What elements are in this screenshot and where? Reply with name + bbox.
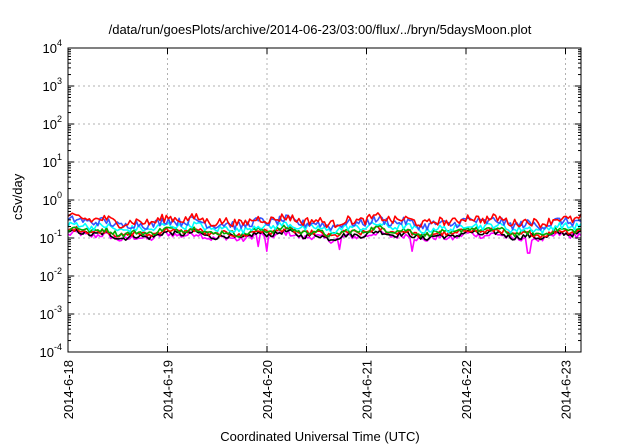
chart-title: /data/run/goesPlots/archive/2014-06-23/0… (108, 22, 532, 37)
y-tick-label: 10-3 (40, 304, 62, 322)
series-line (67, 224, 582, 238)
x-tick-label: 2014-6-23 (559, 360, 574, 419)
x-tick-label: 2014-6-21 (360, 360, 375, 419)
y-tick-label: 10-1 (40, 228, 62, 246)
y-axis-label: cSv/day (10, 173, 25, 220)
y-tick-label: 100 (43, 190, 62, 208)
grid (68, 48, 581, 352)
x-tick-label: 2014-6-19 (161, 360, 176, 419)
x-axis-label: Coordinated Universal Time (UTC) (220, 429, 420, 444)
x-tick-label: 2014-6-20 (260, 360, 275, 419)
y-tick-label: 10-2 (40, 266, 62, 284)
ticks: 10-4 10-3 10-2 10-1 100 101 102 103 104 2014-6-18… (40, 38, 581, 419)
series (67, 212, 582, 254)
y-tick-label: 104 (43, 38, 62, 56)
y-tick-label: 10-4 (40, 342, 62, 360)
x-tick-label: 2014-6-18 (61, 360, 76, 419)
series-line (67, 228, 582, 242)
series-line (67, 214, 582, 231)
y-tick-label: 102 (43, 114, 62, 132)
y-tick-label: 101 (43, 152, 62, 170)
series-line (67, 212, 582, 229)
x-tick-label: 2014-6-22 (459, 360, 474, 419)
y-tick-label: 103 (43, 76, 62, 94)
